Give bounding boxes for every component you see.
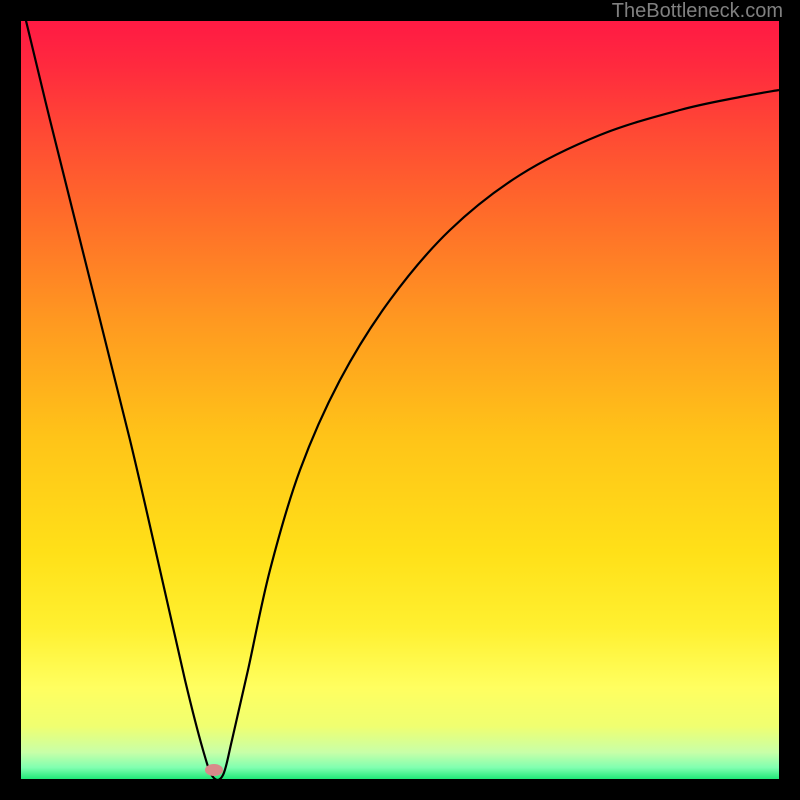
valley-marker bbox=[205, 764, 223, 776]
chart-container: TheBottleneck.com bbox=[0, 0, 800, 800]
watermark-text: TheBottleneck.com bbox=[612, 0, 783, 23]
chart-svg bbox=[0, 0, 800, 800]
chart-background-gradient bbox=[21, 21, 779, 779]
